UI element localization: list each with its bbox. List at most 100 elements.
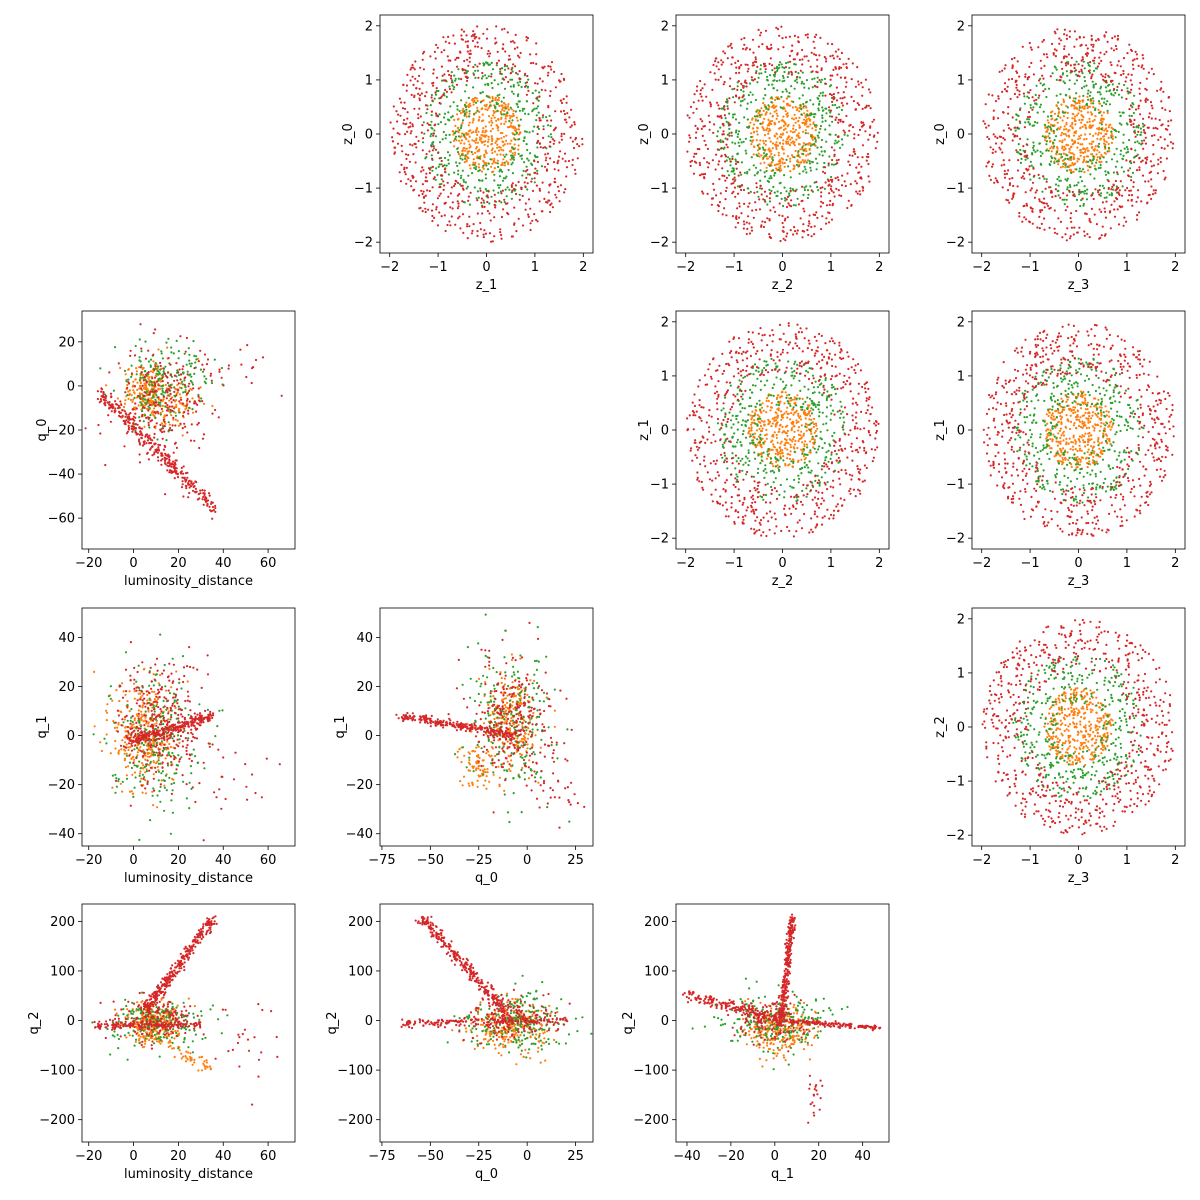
scatter-point-red	[1001, 69, 1004, 72]
scatter-point-green	[808, 160, 811, 163]
scatter-point-green	[429, 135, 432, 138]
scatter-point-orange	[1072, 97, 1075, 100]
scatter-point-red	[1094, 188, 1097, 191]
scatter-point-red	[784, 217, 787, 220]
scatter-point-red	[1138, 157, 1141, 160]
scatter-point-green	[508, 188, 511, 191]
scatter-point-green	[818, 94, 821, 97]
scatter-point-green	[1094, 82, 1097, 86]
scatter-point-red	[736, 88, 739, 91]
scatter-point-red	[422, 68, 425, 71]
scatter-point-green	[190, 375, 193, 378]
scatter-point-red	[742, 188, 746, 192]
scatter-point-green	[1078, 106, 1081, 109]
scatter-point-red	[726, 146, 729, 149]
scatter-point-green	[456, 147, 459, 150]
scatter-point-green	[464, 157, 467, 160]
scatter-point-orange	[175, 399, 178, 402]
scatter-point-green	[748, 168, 751, 171]
scatter-point-green	[820, 150, 823, 153]
scatter-point-red	[712, 188, 716, 191]
scatter-point-red	[1127, 73, 1130, 76]
scatter-point-green	[191, 381, 194, 384]
scatter-point-orange	[771, 147, 774, 150]
y-tick-label: 0	[661, 128, 669, 143]
scatter-point-green	[743, 116, 746, 119]
scatter-point-red	[467, 199, 470, 202]
scatter-point-red	[851, 126, 855, 129]
scatter-point-red	[1104, 73, 1107, 76]
scatter-point-red	[1013, 92, 1017, 96]
scatter-point-green	[430, 114, 433, 117]
scatter-point-green	[809, 169, 813, 172]
scatter-point-red	[1080, 43, 1083, 47]
scatter-point-orange	[469, 145, 472, 148]
scatter-point-red	[801, 63, 804, 66]
scatter-point-red	[816, 71, 819, 74]
scatter-point-orange	[509, 150, 512, 153]
scatter-point-green	[167, 394, 170, 397]
scatter-point-red	[1027, 91, 1031, 94]
scatter-point-red	[834, 50, 838, 53]
scatter-point-red	[550, 68, 553, 71]
scatter-point-red	[146, 439, 149, 442]
scatter-point-red	[506, 31, 509, 34]
scatter-point-green	[749, 91, 752, 94]
scatter-point-red	[847, 57, 850, 61]
scatter-point-red	[733, 87, 736, 90]
scatter-point-green	[433, 147, 436, 150]
scatter-point-red	[811, 70, 814, 73]
scatter-point-red	[1120, 89, 1123, 92]
scatter-point-green	[1115, 147, 1118, 150]
scatter-point-red	[740, 82, 743, 85]
scatter-point-red	[1052, 52, 1055, 55]
scatter-point-orange	[465, 159, 468, 162]
scatter-point-green	[453, 171, 456, 174]
scatter-point-orange	[1075, 114, 1078, 117]
scatter-point-green	[1070, 156, 1073, 159]
scatter-point-green	[484, 173, 487, 176]
scatter-point-red	[737, 221, 740, 224]
scatter-point-red	[466, 58, 469, 61]
scatter-point-red	[1065, 34, 1068, 37]
scatter-point-orange	[1047, 121, 1050, 124]
scatter-point-orange	[468, 164, 471, 167]
scatter-point-orange	[477, 163, 480, 166]
scatter-point-orange	[478, 116, 481, 119]
scatter-point-red	[1150, 134, 1154, 137]
scatter-point-orange	[483, 161, 486, 164]
scatter-point-orange	[809, 123, 812, 126]
scatter-point-green	[814, 157, 818, 160]
scatter-point-green	[785, 90, 788, 93]
scatter-point-orange	[762, 139, 765, 142]
scatter-point-green	[423, 132, 426, 135]
scatter-point-green	[506, 65, 509, 68]
scatter-point-red	[709, 105, 712, 108]
scatter-point-green	[453, 86, 456, 89]
scatter-point-orange	[1074, 102, 1077, 105]
scatter-point-orange	[797, 119, 800, 122]
scatter-point-red	[738, 205, 741, 208]
scatter-point-orange	[1078, 158, 1081, 161]
scatter-point-orange	[1086, 121, 1089, 124]
scatter-point-green	[448, 154, 451, 157]
scatter-point-red	[845, 62, 848, 65]
scatter-point-red	[762, 198, 765, 201]
scatter-point-red	[477, 76, 480, 79]
scatter-point-orange	[775, 147, 778, 150]
scatter-point-red	[711, 159, 715, 162]
scatter-point-red	[801, 58, 804, 61]
scatter-point-green	[815, 124, 818, 127]
scatter-point-red	[1081, 56, 1084, 59]
scatter-point-green	[812, 103, 815, 106]
scatter-point-green	[788, 66, 791, 69]
scatter-point-red	[1091, 49, 1095, 52]
scatter-point-green	[490, 72, 493, 76]
scatter-point-red	[857, 103, 861, 106]
scatter-point-red	[431, 157, 434, 160]
scatter-point-red	[549, 140, 552, 144]
scatter-point-green	[191, 408, 194, 411]
scatter-point-green	[807, 87, 811, 90]
scatter-point-red	[1128, 118, 1132, 121]
